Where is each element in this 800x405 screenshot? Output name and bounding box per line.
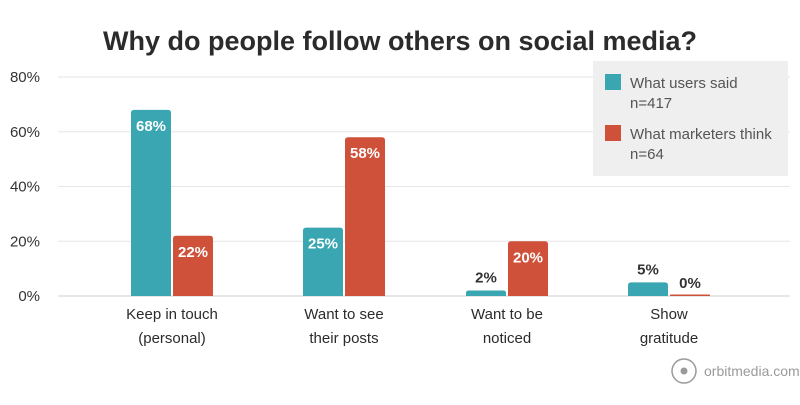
legend: What users said n=417 What marketers think… xyxy=(593,61,788,176)
data-label: 0% xyxy=(679,275,701,292)
y-axis: 0% 20% 40% 60% 80% xyxy=(10,69,40,305)
y-tick-label: 80% xyxy=(10,69,40,86)
data-label: 20% xyxy=(513,249,543,266)
data-label: 5% xyxy=(637,261,659,278)
x-tick-label: Want to be noticed xyxy=(471,306,543,347)
data-label: 2% xyxy=(475,270,497,287)
watermark-text: orbitmedia.com xyxy=(704,363,800,379)
orbit-logo-icon xyxy=(671,358,697,384)
bar xyxy=(345,137,385,296)
y-tick-label: 0% xyxy=(18,288,40,305)
y-tick-label: 60% xyxy=(10,124,40,141)
data-label: 58% xyxy=(350,145,380,162)
bar xyxy=(131,109,171,296)
x-tick-label: Want to see their posts xyxy=(304,306,383,347)
legend-swatch xyxy=(605,125,621,141)
legend-box xyxy=(593,61,788,176)
bar xyxy=(670,294,710,296)
bar xyxy=(508,241,548,296)
x-tick-label: Keep in touch (personal) xyxy=(126,306,218,347)
watermark: orbitmedia.com xyxy=(671,358,800,384)
bar xyxy=(466,290,506,296)
y-tick-label: 40% xyxy=(10,179,40,196)
x-axis: Keep in touch (personal) Want to see their … xyxy=(126,306,698,347)
bar xyxy=(173,235,213,296)
bars: 68% 22% 25% 58% 2% 20% 5% 0% xyxy=(131,109,710,296)
data-label: 22% xyxy=(178,244,208,261)
data-label: 25% xyxy=(308,236,338,253)
legend-swatch xyxy=(605,74,621,90)
y-tick-label: 20% xyxy=(10,233,40,250)
x-tick-label: Show gratitude xyxy=(640,306,698,347)
orbit-logo-dot-icon xyxy=(680,367,688,375)
legend-label: What marketers think n=64 xyxy=(630,126,772,163)
chart-title: Why do people follow others on social me… xyxy=(103,26,697,56)
data-label: 68% xyxy=(136,118,166,135)
legend-label: What users said n=417 xyxy=(630,75,738,112)
bar xyxy=(303,227,343,296)
bar xyxy=(628,282,668,296)
